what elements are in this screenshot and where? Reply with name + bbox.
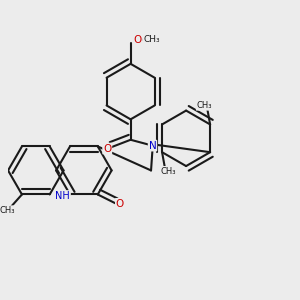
Text: CH₃: CH₃ — [144, 34, 160, 43]
Text: O: O — [134, 35, 142, 46]
Text: O: O — [103, 143, 111, 154]
Text: N: N — [148, 141, 156, 151]
Text: CH₃: CH₃ — [160, 167, 176, 176]
Text: NH: NH — [55, 191, 70, 201]
Text: CH₃: CH₃ — [196, 101, 212, 110]
Text: O: O — [116, 199, 124, 209]
Text: CH₃: CH₃ — [0, 206, 14, 215]
